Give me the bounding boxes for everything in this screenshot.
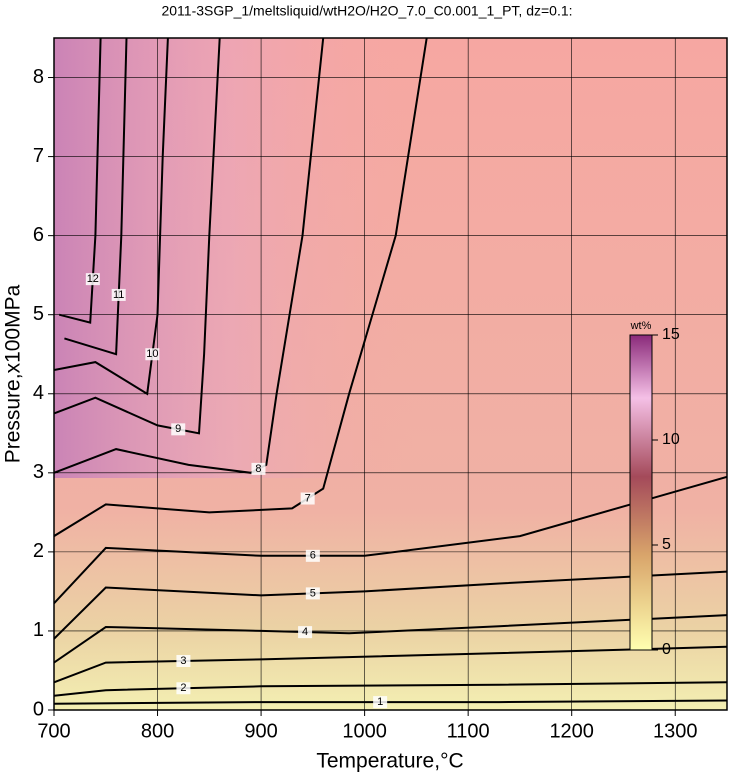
x-tick-label: 800 (141, 720, 174, 742)
plot-frame (53, 37, 728, 711)
plot-shading (54, 38, 414, 478)
colorbar-tick-label: 5 (662, 536, 671, 553)
contour-label: 10 (146, 348, 158, 360)
contour-label-box (176, 682, 191, 695)
x-tick-label: 1000 (342, 720, 387, 742)
y-tick-label: 6 (33, 224, 44, 246)
colorbar-tick-label: 15 (662, 326, 680, 343)
contour-label-box (373, 696, 388, 709)
x-tick-label: 900 (244, 720, 277, 742)
contour-line (54, 645, 727, 684)
contour-label: 4 (302, 626, 308, 638)
contour-line (54, 38, 221, 435)
contour-label: 3 (180, 655, 186, 667)
colorbar-label: wt% (630, 320, 652, 332)
contour-label-box (171, 423, 186, 436)
contour-label-box (300, 492, 315, 505)
y-tick-label: 1 (33, 619, 44, 641)
y-tick-label: 5 (33, 303, 44, 325)
contour-label: 6 (310, 550, 316, 562)
contour-label: 8 (255, 463, 261, 475)
contour-label: 5 (310, 587, 316, 599)
chart-title: 2011-3SGP_1/meltsliquid/wtH2O/H2O_7.0_C0… (161, 3, 572, 19)
y-axis-label: Pressure,x100MPa (2, 284, 25, 463)
y-tick-label: 7 (33, 145, 44, 167)
x-tick-label: 700 (37, 720, 70, 742)
contour-label-box (145, 348, 160, 361)
y-tick-label: 3 (33, 461, 44, 483)
x-axis-label: Temperature,°C (316, 750, 463, 773)
contour-label: 11 (113, 289, 124, 301)
contour-label-box (111, 288, 126, 301)
colorbar-tick-label: 10 (662, 431, 680, 448)
contour-label-box (305, 587, 320, 600)
contour-label: 12 (87, 273, 99, 285)
contour-label: 1 (377, 696, 383, 708)
contour-label-box (305, 549, 320, 562)
colorbar (629, 334, 653, 651)
y-tick-label: 0 (33, 698, 44, 720)
contour-label-box (251, 462, 266, 475)
contour-label: 9 (175, 423, 181, 435)
x-tick-label: 1200 (549, 720, 594, 742)
contour-label-box (298, 626, 313, 639)
contour-label-box (85, 273, 100, 286)
y-tick-label: 8 (33, 66, 44, 88)
x-tick-label: 1100 (447, 720, 490, 742)
x-tick-label: 1300 (653, 720, 698, 742)
y-tick-label: 4 (33, 382, 44, 404)
contour-label: 2 (180, 682, 186, 694)
contour-label-box (176, 654, 191, 667)
contour-line (54, 681, 727, 697)
contour-label: 7 (305, 492, 311, 504)
colorbar-tick-label: 0 (662, 641, 671, 658)
y-tick-label: 2 (33, 540, 44, 562)
